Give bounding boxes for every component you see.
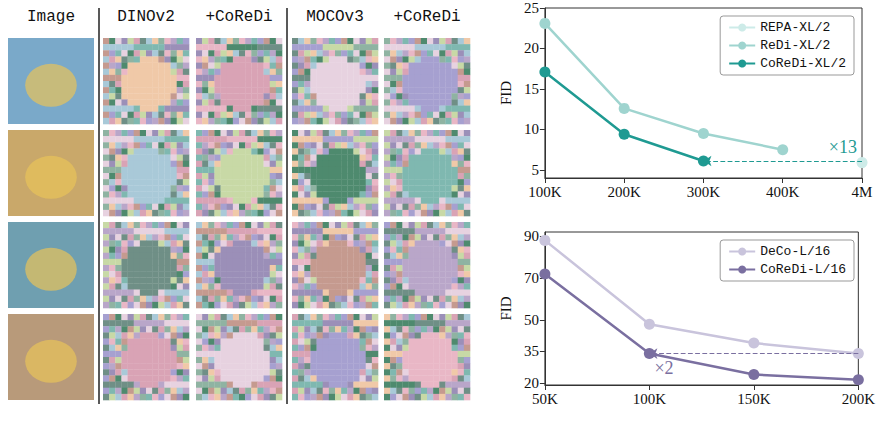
html-text:DINOv2: DINOv2 — [117, 8, 175, 26]
svg-text:100K: 100K — [528, 184, 562, 200]
svg-text:10: 10 — [524, 121, 539, 137]
svg-text:50: 50 — [524, 312, 539, 328]
svg-text:70: 70 — [524, 270, 539, 286]
svg-text:×13: ×13 — [829, 137, 857, 157]
svg-text:CoReDi-L/16: CoReDi-L/16 — [760, 262, 846, 277]
html-text:+CoReDi: +CoReDi — [205, 8, 273, 26]
svg-text:REPA-XL/2: REPA-XL/2 — [760, 20, 830, 35]
svg-text:150K: 150K — [737, 391, 771, 407]
svg-text:400K: 400K — [766, 184, 800, 200]
html-text:MOCOv3: MOCOv3 — [306, 8, 364, 26]
svg-text:200K: 200K — [608, 184, 642, 200]
svg-text:DeCo-L/16: DeCo-L/16 — [760, 244, 830, 259]
svg-text:200K: 200K — [842, 391, 876, 407]
svg-text:5: 5 — [531, 162, 539, 178]
svg-text:50K: 50K — [532, 391, 558, 407]
svg-text:300K: 300K — [687, 184, 721, 200]
svg-text:FID: FID — [498, 81, 514, 105]
svg-text:25: 25 — [524, 0, 539, 16]
svg-text:35: 35 — [524, 343, 539, 359]
svg-text:100K: 100K — [633, 391, 667, 407]
svg-text:CoReDi-XL/2: CoReDi-XL/2 — [760, 56, 846, 71]
html-text:+CoReDi: +CoReDi — [393, 8, 461, 26]
html-text:Image: Image — [27, 8, 75, 26]
svg-text:90: 90 — [524, 228, 539, 244]
svg-text:ReDi-XL/2: ReDi-XL/2 — [760, 38, 830, 53]
svg-text:4M: 4M — [852, 184, 873, 200]
svg-text:×2: ×2 — [654, 358, 673, 378]
svg-text:20: 20 — [524, 40, 539, 56]
svg-text:FID: FID — [498, 296, 514, 320]
svg-text:20: 20 — [524, 375, 539, 391]
svg-text:15: 15 — [524, 81, 539, 97]
